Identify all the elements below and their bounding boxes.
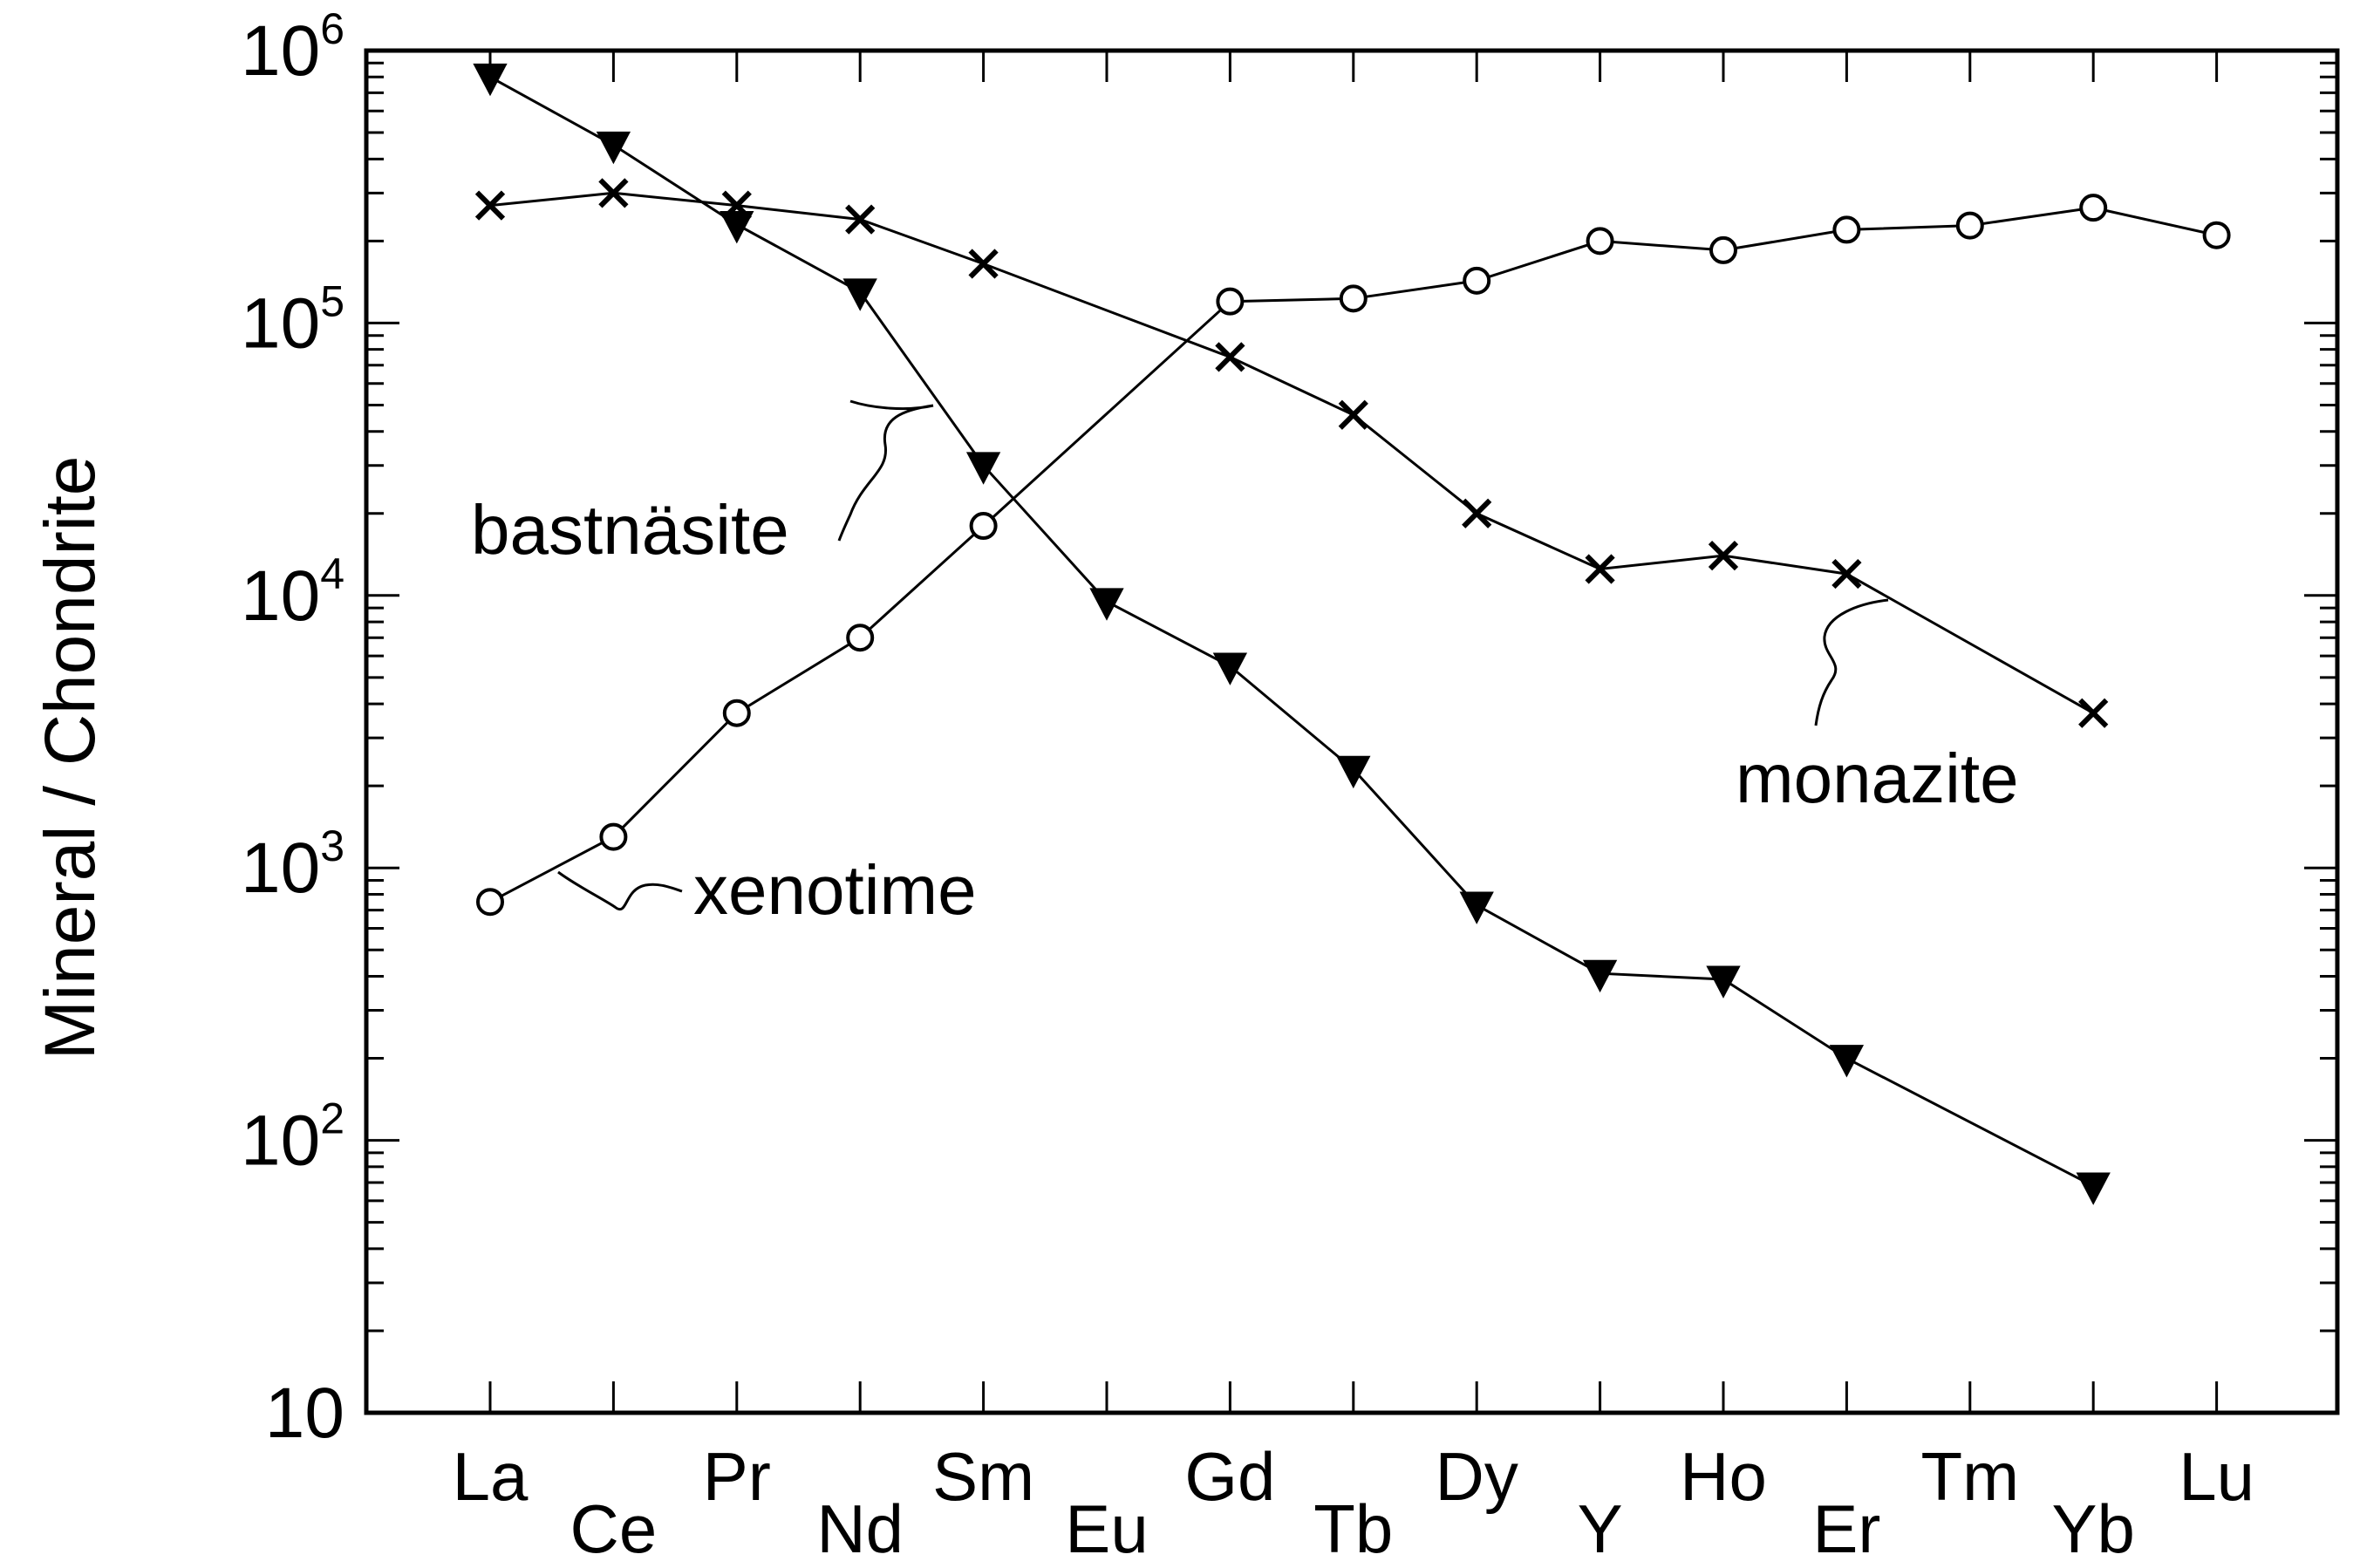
y-tick-label: 106 <box>241 4 344 91</box>
data-point-stroke <box>1585 554 1615 584</box>
data-point <box>2076 1172 2111 1205</box>
x-tick-label: Sm <box>932 1438 1034 1515</box>
data-point <box>845 204 876 235</box>
y-tick-label-exponent: 4 <box>320 549 344 598</box>
y-tick-label-exponent: 2 <box>320 1094 344 1143</box>
series-callout-leader <box>557 870 683 910</box>
y-tick-label-exponent: 3 <box>320 821 344 870</box>
series-callout-leader <box>837 399 934 542</box>
data-point <box>965 452 1001 485</box>
y-tick-label-base: 10 <box>241 283 320 363</box>
data-point-stroke <box>721 190 752 221</box>
data-point <box>1831 558 1862 590</box>
data-point <box>599 822 628 851</box>
data-point <box>1586 227 1614 256</box>
data-point-stroke <box>845 204 876 235</box>
series-line <box>489 206 2217 903</box>
y-tick-label: 105 <box>241 276 344 363</box>
data-point-stroke <box>474 190 506 221</box>
data-point <box>1832 215 1861 244</box>
data-point <box>473 63 508 97</box>
y-tick-label-exponent: 6 <box>320 4 344 53</box>
series-markers-layer <box>473 63 2231 1205</box>
data-point <box>720 210 754 244</box>
data-point-stroke <box>1831 558 1862 590</box>
x-tick-label: Gd <box>1184 1438 1275 1515</box>
y-tick-label-base: 10 <box>241 1101 320 1181</box>
y-axis-title: Mineral / Chondrite <box>31 456 110 1060</box>
data-point <box>1462 498 1492 528</box>
data-point <box>1585 554 1615 584</box>
series-callout-leader <box>1814 598 1889 726</box>
data-point <box>842 278 877 311</box>
data-point <box>846 624 875 652</box>
data-point <box>2078 698 2109 728</box>
data-point <box>598 178 629 208</box>
y-tick-label: 103 <box>241 821 344 908</box>
data-point <box>1708 541 1739 571</box>
y-tick-label: 104 <box>241 549 344 636</box>
data-point-stroke <box>2078 698 2109 728</box>
data-point <box>474 190 506 221</box>
x-tick-label: Pr <box>703 1438 771 1515</box>
x-tick-label: Ce <box>570 1490 658 1567</box>
data-point <box>1215 342 1245 372</box>
x-tick-label: Tm <box>1920 1438 2019 1515</box>
data-point <box>476 888 504 917</box>
series-callouts-layer: bastnäsite monazite xenotime <box>471 399 2019 929</box>
y-tick-label: 102 <box>241 1094 344 1181</box>
data-point-stroke <box>598 178 629 208</box>
data-point <box>596 131 631 165</box>
data-point-stroke <box>1462 498 1492 528</box>
x-tick-label: Lu <box>2179 1438 2254 1515</box>
x-tick-label: Nd <box>816 1490 904 1567</box>
plot-frame <box>364 48 2340 1415</box>
y-tick-label-base: 10 <box>241 828 320 908</box>
series-line <box>489 191 2094 715</box>
data-point-stroke <box>1215 342 1245 372</box>
y-tick-label-base: 10 <box>241 556 320 636</box>
y-tick-label-exponent: 5 <box>320 276 344 325</box>
series-callout-label: bastnäsite <box>471 491 789 569</box>
data-point <box>1706 965 1741 999</box>
y-tick-label: 10 <box>265 1374 344 1453</box>
data-point <box>1955 211 1984 240</box>
data-point <box>1212 652 1248 685</box>
data-point <box>1338 399 1368 430</box>
x-tick-label: Tb <box>1313 1490 1393 1567</box>
data-point <box>1829 1045 1865 1078</box>
series-callout-label: xenotime <box>693 851 977 929</box>
x-tick-label: La <box>453 1438 529 1515</box>
data-point <box>722 699 751 727</box>
series-lines-layer <box>489 75 2217 1188</box>
data-point-stroke <box>1708 541 1739 571</box>
data-point <box>1459 891 1494 924</box>
data-point <box>1709 235 1737 264</box>
data-point <box>968 249 999 279</box>
series-line <box>489 75 2094 1188</box>
y-tick-label-base: 10 <box>265 1374 344 1453</box>
data-point <box>1336 755 1371 789</box>
y-tick-label-base: 10 <box>241 11 320 91</box>
data-point <box>1339 284 1368 313</box>
data-point <box>2079 194 2108 222</box>
data-point-stroke <box>1338 399 1368 430</box>
data-point <box>1216 287 1245 316</box>
x-tick-label: Ho <box>1680 1438 1767 1515</box>
x-tick-label: Y <box>1578 1490 1623 1567</box>
data-point <box>2202 221 2231 249</box>
data-point <box>1463 266 1491 295</box>
x-tick-label: Dy <box>1436 1438 1518 1515</box>
data-point <box>1089 588 1124 621</box>
series-callout-label: monazite <box>1736 740 2019 817</box>
data-point <box>721 190 752 221</box>
data-point-stroke <box>968 249 999 279</box>
x-tick-label: Er <box>1812 1490 1880 1567</box>
x-tick-label: Yb <box>2051 1490 2134 1567</box>
data-point <box>969 512 998 541</box>
x-tick-label: Eu <box>1065 1490 1148 1567</box>
data-point <box>1582 959 1618 993</box>
